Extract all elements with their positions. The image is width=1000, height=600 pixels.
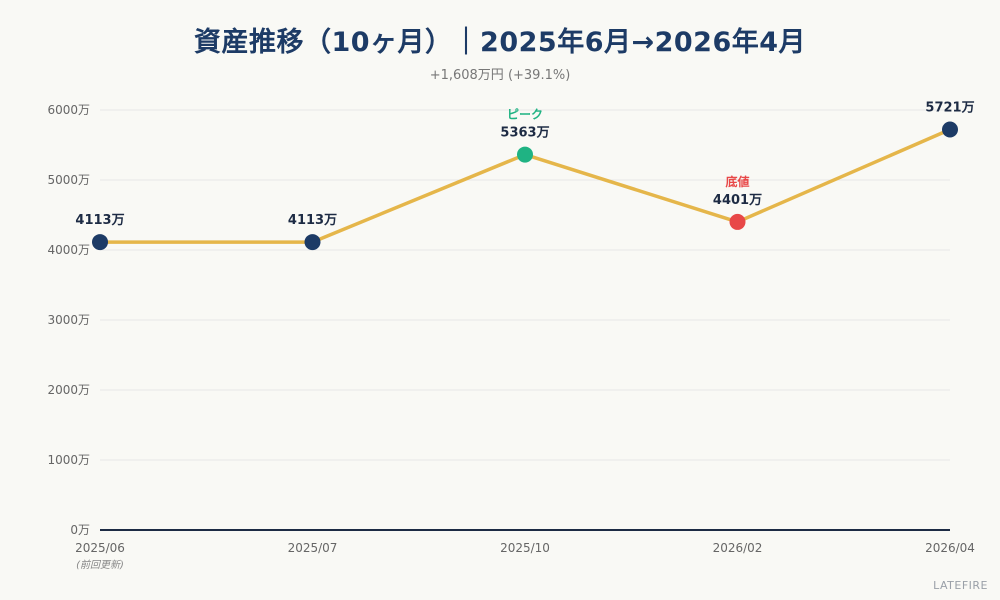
data-label: 5363万 — [500, 126, 549, 141]
x-tick-label: 2025/06 — [75, 541, 125, 555]
y-tick-label: 5000万 — [47, 173, 90, 187]
y-axis-ticks: 0万 1000万 2000万 3000万 4000万 5000万 6000万 — [47, 103, 90, 537]
x-tick-label: 2026/02 — [713, 541, 763, 555]
y-tick-label: 1000万 — [47, 453, 90, 467]
x-tick-label: 2025/10 — [500, 541, 550, 555]
data-label: 4401万 — [713, 193, 762, 208]
watermark: LATEFIRE — [933, 579, 988, 592]
data-point — [92, 234, 108, 251]
x-tick-note: (前回更新) — [76, 559, 124, 571]
x-tick-label: 2025/07 — [288, 541, 338, 555]
data-label: 4113万 — [75, 213, 124, 228]
chart-title: 資産推移（10ヶ月）｜2025年6月→2026年4月 — [193, 27, 807, 58]
annotation-label: ピーク — [507, 108, 543, 122]
data-label: 4113万 — [288, 213, 337, 228]
annotation-label: 底値 — [725, 174, 749, 189]
x-axis-ticks: 2025/06 (前回更新) 2025/07 2025/10 2026/02 2026/0… — [75, 541, 975, 571]
y-tick-label: 4000万 — [47, 243, 90, 257]
data-points — [92, 121, 958, 251]
series-line — [100, 127, 951, 244]
data-point — [304, 234, 321, 251]
data-point — [729, 213, 746, 230]
y-tick-label: 0万 — [70, 523, 90, 537]
data-label: 5721万 — [925, 101, 974, 116]
y-tick-label: 3000万 — [47, 313, 90, 327]
y-tick-label: 2000万 — [47, 383, 90, 397]
data-point — [942, 121, 958, 138]
chart-subtitle: +1,608万円 (+39.1%) — [429, 68, 571, 83]
data-point — [517, 146, 533, 163]
x-tick-label: 2026/04 — [925, 541, 975, 555]
grid-lines — [100, 109, 950, 461]
y-tick-label: 6000万 — [47, 103, 90, 117]
